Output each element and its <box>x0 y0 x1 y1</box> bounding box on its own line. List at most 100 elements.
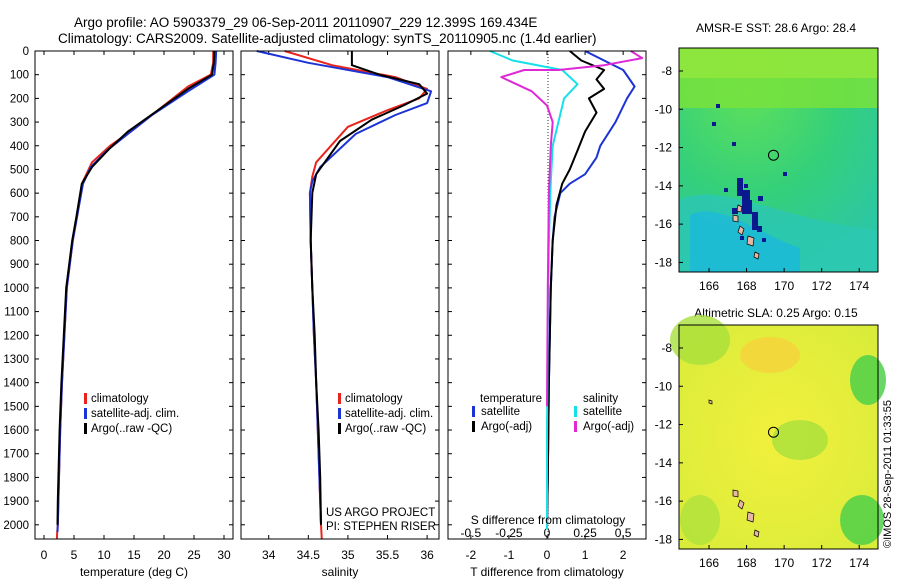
island-outlines <box>732 204 760 260</box>
float-position-marker <box>768 149 780 161</box>
lon-tick-label: 166 <box>699 279 719 293</box>
legend-label-argo: Argo(..raw -QC) <box>345 423 426 435</box>
sst-map-panel: AMSR-E SST: 28.6 Argo: 28.4 166 168 170 172… <box>655 21 879 293</box>
sst-map-title: AMSR-E SST: 28.6 Argo: 28.4 <box>696 21 856 35</box>
series-line <box>56 50 218 532</box>
difference-plot-frame <box>447 50 647 540</box>
legend-label-argo: Argo(..raw -QC) <box>91 423 172 435</box>
legend-swatch-climatology <box>84 393 87 404</box>
sst-cold-pixel <box>746 200 752 214</box>
series-line <box>309 51 429 525</box>
lon-tick-label: 168 <box>737 556 757 570</box>
depth-tick-label: 100 <box>10 70 29 82</box>
sst-cold-pixel <box>762 238 766 242</box>
legend-swatch-s-satellite <box>574 406 577 417</box>
legend-heading-salinity: salinity <box>583 393 618 405</box>
series-line <box>284 50 429 540</box>
legend-swatch-t-satellite <box>472 406 475 417</box>
legend-swatch-argo <box>338 423 341 434</box>
x-tick-label: 35.5 <box>376 548 400 562</box>
sst-cold-pixel <box>744 184 748 188</box>
island-outline <box>732 214 739 223</box>
s-diff-tick-label: -0.5 <box>461 526 482 540</box>
lon-tick-label: 168 <box>737 279 757 293</box>
depth-tick-label: 600 <box>10 188 29 200</box>
island-outline <box>737 499 745 510</box>
depth-tick-label: 1400 <box>3 378 29 390</box>
legend-label-t-argo: Argo(-adj) <box>481 421 532 433</box>
depth-tick-label: 500 <box>10 164 29 176</box>
lon-tick-label: 174 <box>849 556 869 570</box>
s-difference-axis-label: S difference from climatology <box>471 513 626 527</box>
x-tick-label: 34.5 <box>297 548 321 562</box>
legend-heading-temperature: temperature <box>480 393 542 405</box>
lat-tick-label: -16 <box>655 217 673 231</box>
sst-cold-pixel <box>724 188 728 192</box>
s-diff-tick-label: 0 <box>544 526 551 540</box>
island-outline <box>746 511 755 523</box>
depth-tick-label: 400 <box>10 141 29 153</box>
depth-tick-label: 1300 <box>3 354 29 366</box>
legend-label-satellite: satellite-adj. clim. <box>91 408 179 420</box>
legend-swatch-satellite <box>84 408 87 419</box>
salinity-series <box>256 50 433 540</box>
lat-tick-label: -18 <box>655 532 673 546</box>
difference-panel: -2 -1 0 1 2 -0.5 -0.25 0 0.25 0.5 T difference fr… <box>447 50 647 579</box>
x-tick-label: 35 <box>341 548 355 562</box>
depth-tick-label: 1900 <box>3 496 29 508</box>
lon-tick-label: 172 <box>812 556 832 570</box>
island-outlines <box>708 399 760 538</box>
depth-tick-label: 900 <box>10 259 29 271</box>
sla-map-blob <box>680 495 720 545</box>
lon-tick-label: 174 <box>849 279 869 293</box>
lat-tick-label: -10 <box>655 379 673 393</box>
sst-cold-pixel <box>712 122 716 126</box>
sst-cold-pixel <box>758 196 763 201</box>
sst-map-cool-area-deep <box>690 211 800 272</box>
sst-map-axes: 166 168 170 172 174 -8 -10 -12 -14 -16 -18 <box>655 64 870 293</box>
depth-tick-label: 200 <box>10 93 29 105</box>
legend-label-satellite: satellite-adj. clim. <box>345 408 433 420</box>
x-tick-label: 34 <box>262 548 276 562</box>
lat-tick-label: -14 <box>655 456 673 470</box>
lat-tick-label: -8 <box>661 341 672 355</box>
temperature-plot-frame <box>34 50 234 540</box>
island-outline <box>746 235 755 247</box>
sst-cold-pixel <box>716 104 720 108</box>
imos-timestamp: ©IMOS 28-Sep-2011 01:33:55 <box>882 400 894 548</box>
legend-label-climatology: climatology <box>91 393 149 405</box>
lat-tick-label: -18 <box>655 255 673 269</box>
difference-axis-ticks: -2 -1 0 1 2 -0.5 -0.25 0 0.25 0.5 <box>448 50 646 562</box>
x-tick-label: 36 <box>420 548 434 562</box>
series-line <box>500 50 644 407</box>
sst-map-pixels <box>712 104 787 242</box>
series-line <box>56 50 216 525</box>
island-outline <box>736 204 743 213</box>
depth-tick-label: 800 <box>10 236 29 248</box>
temperature-series <box>55 50 218 540</box>
x-tick-label: -2 <box>466 548 477 562</box>
legend-swatch-t-argo <box>472 421 475 432</box>
lat-tick-label: -14 <box>655 179 673 193</box>
depth-tick-label: 700 <box>10 212 29 224</box>
x-tick-label: 20 <box>157 548 171 562</box>
series-line <box>546 50 606 525</box>
project-credit: US ARGO PROJECT <box>326 507 435 519</box>
island-outline <box>753 251 760 260</box>
x-tick-label: -1 <box>504 548 515 562</box>
depth-tick-label: 1200 <box>3 330 29 342</box>
figure-title-line1: Argo profile: AO 5903379_29 06-Sep-2011 … <box>74 15 537 30</box>
lat-tick-label: -10 <box>655 102 673 116</box>
salinity-panel: 34 34.5 35 35.5 36 salinity climatology sate… <box>240 50 440 579</box>
sla-map-blob <box>840 495 884 545</box>
depth-tick-label: 1000 <box>3 283 29 295</box>
sla-map-blob <box>772 420 828 460</box>
sst-cold-pixel <box>757 226 762 232</box>
float-position-marker <box>768 426 780 438</box>
legend-swatch-s-argo <box>574 421 577 432</box>
temperature-axis-ticks: 0 5 10 15 20 25 300100200300400500600700800900… <box>3 46 233 562</box>
depth-tick-label: 1500 <box>3 401 29 413</box>
sla-map-axes: 166 168 170 172 174 -8 -10 -12 -14 -16 -18 <box>655 341 870 570</box>
x-tick-label: 1 <box>582 548 589 562</box>
